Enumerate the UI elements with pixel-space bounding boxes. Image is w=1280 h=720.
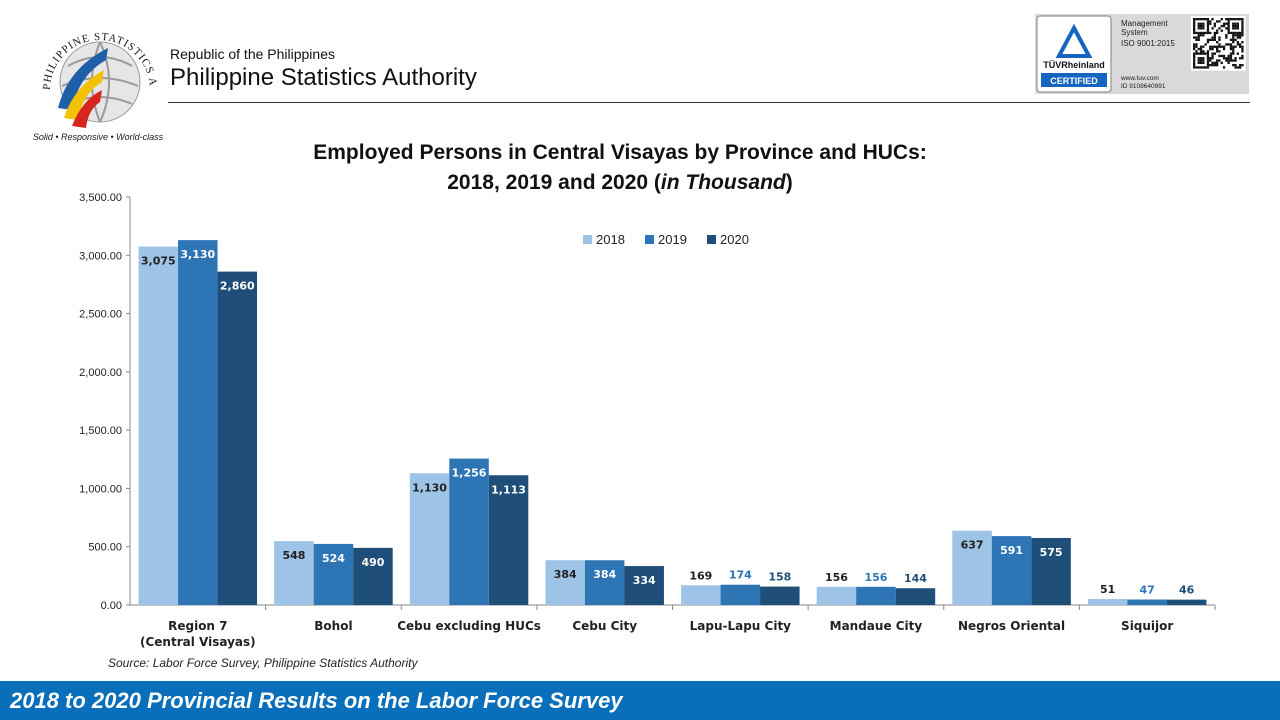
category-label: Mandaue City (830, 619, 923, 633)
data-label-2019: 3,130 (180, 248, 215, 261)
data-label-2020: 334 (633, 574, 656, 587)
data-label-2018: 51 (1100, 583, 1115, 596)
category-label: Region 7 (168, 619, 227, 633)
bar-2018 (816, 586, 857, 605)
bar-2019 (584, 560, 625, 605)
bar-2018 (138, 246, 179, 606)
psa-logo: PHILIPPINE STATISTICS AUTHORITY Solid • … (28, 8, 164, 142)
data-label-2020: 490 (361, 556, 384, 569)
bar-2019 (856, 586, 896, 605)
bar-2018 (409, 473, 450, 605)
bar-2019 (178, 240, 218, 606)
data-label-2018: 637 (961, 539, 984, 552)
legend-label-2018: 2018 (596, 232, 625, 247)
data-label-2018: 169 (689, 569, 712, 582)
cert-line3: ISO 9001:2015 (1121, 39, 1175, 48)
bar-2018 (1087, 599, 1128, 605)
y-tick-label: 1,000.00 (79, 483, 122, 495)
bar-2018 (274, 541, 314, 605)
bar-2018 (952, 530, 992, 605)
bar-2020 (217, 271, 258, 605)
data-label-2019: 524 (322, 552, 345, 565)
legend-swatch-2019 (645, 235, 654, 244)
bar-2019 (720, 584, 761, 605)
data-label-2020: 1,113 (491, 483, 526, 496)
source-note: Source: Labor Force Survey, Philippine S… (108, 656, 418, 670)
y-tick-label: 3,500.00 (79, 192, 122, 204)
data-label-2018: 384 (554, 568, 577, 581)
bar-2020 (1031, 537, 1071, 605)
bar-2019 (1127, 599, 1167, 605)
bar-2020 (895, 588, 936, 605)
bar-2018 (681, 585, 721, 605)
y-tick-label: 2,000.00 (79, 367, 122, 379)
data-label-2018: 548 (282, 549, 305, 562)
bar-2020 (353, 547, 393, 605)
legend-swatch-2020 (707, 235, 716, 244)
bar-2020 (760, 586, 800, 605)
category-label: Lapu-Lapu City (690, 619, 792, 633)
data-label-2019: 591 (1000, 544, 1023, 557)
tuv-triangle-icon (1055, 23, 1093, 58)
bar-2020 (1166, 599, 1207, 605)
tuv-brand: TÜVRheinland (1043, 60, 1105, 70)
category-label: Bohol (314, 619, 352, 633)
bar-2019 (313, 543, 354, 605)
bar-2019 (449, 458, 489, 605)
y-tick-label: 3,000.00 (79, 250, 122, 262)
footer-title: 2018 to 2020 Provincial Results on the L… (10, 688, 623, 713)
bar-2018 (545, 560, 585, 605)
cert-url: www.tuv.com (1120, 75, 1159, 82)
y-tick-label: 500.00 (88, 542, 122, 554)
tuv-certified: CERTIFIED (1050, 76, 1098, 86)
data-label-2019: 1,256 (452, 467, 487, 480)
data-label-2020: 575 (1040, 546, 1063, 559)
tuv-certification-badge: TÜVRheinland CERTIFIED Management System… (1035, 14, 1249, 94)
bar-2020 (624, 566, 664, 605)
legend-label-2020: 2020 (720, 232, 749, 247)
cert-line1: Management (1121, 19, 1168, 28)
qr-code-icon (1191, 16, 1246, 71)
data-label-2019: 156 (864, 571, 887, 584)
category-label: Negros Oriental (958, 619, 1065, 633)
republic-label: Republic of the Philippines (170, 46, 335, 62)
y-tick-label: 0.00 (101, 600, 122, 612)
legend-swatch-2018 (583, 235, 592, 244)
data-label-2018: 156 (825, 571, 848, 584)
data-label-2018: 1,130 (412, 481, 447, 494)
chart-title: Employed Persons in Central Visayas by P… (300, 138, 940, 198)
data-label-2020: 144 (904, 572, 927, 585)
footer-banner: 2018 to 2020 Provincial Results on the L… (0, 681, 1280, 720)
agency-name: Philippine Statistics Authority (170, 64, 477, 91)
chart-title-line2: 2018, 2019 and 2020 (in Thousand) (447, 171, 793, 194)
y-tick-label: 1,500.00 (79, 425, 122, 437)
legend-label-2019: 2019 (658, 232, 687, 247)
data-label-2019: 384 (593, 568, 616, 581)
cert-line2: System (1121, 28, 1148, 37)
cert-id: ID 9108640991 (1121, 83, 1166, 90)
data-label-2018: 3,075 (141, 255, 176, 268)
chart-title-line1: Employed Persons in Central Visayas by P… (313, 141, 927, 164)
bar-2020 (488, 475, 529, 605)
logo-motto: Solid • Responsive • World-class (33, 132, 164, 142)
bar-chart: 0.00 500.00 1,000.00 1,500.00 2,000.00 2,500.… (79, 192, 1216, 649)
category-label: Siquijor (1121, 619, 1173, 633)
category-label: (Central Visayas) (140, 635, 256, 649)
y-tick-label: 2,500.00 (79, 309, 122, 321)
data-label-2020: 46 (1179, 584, 1195, 597)
data-label-2020: 2,860 (220, 280, 255, 293)
data-label-2020: 158 (768, 571, 791, 584)
data-label-2019: 174 (729, 569, 752, 582)
category-label: Cebu excluding HUCs (397, 619, 541, 633)
category-label: Cebu City (572, 619, 637, 633)
header-divider (168, 102, 1250, 103)
data-label-2019: 47 (1140, 584, 1155, 597)
bar-2019 (991, 536, 1032, 605)
